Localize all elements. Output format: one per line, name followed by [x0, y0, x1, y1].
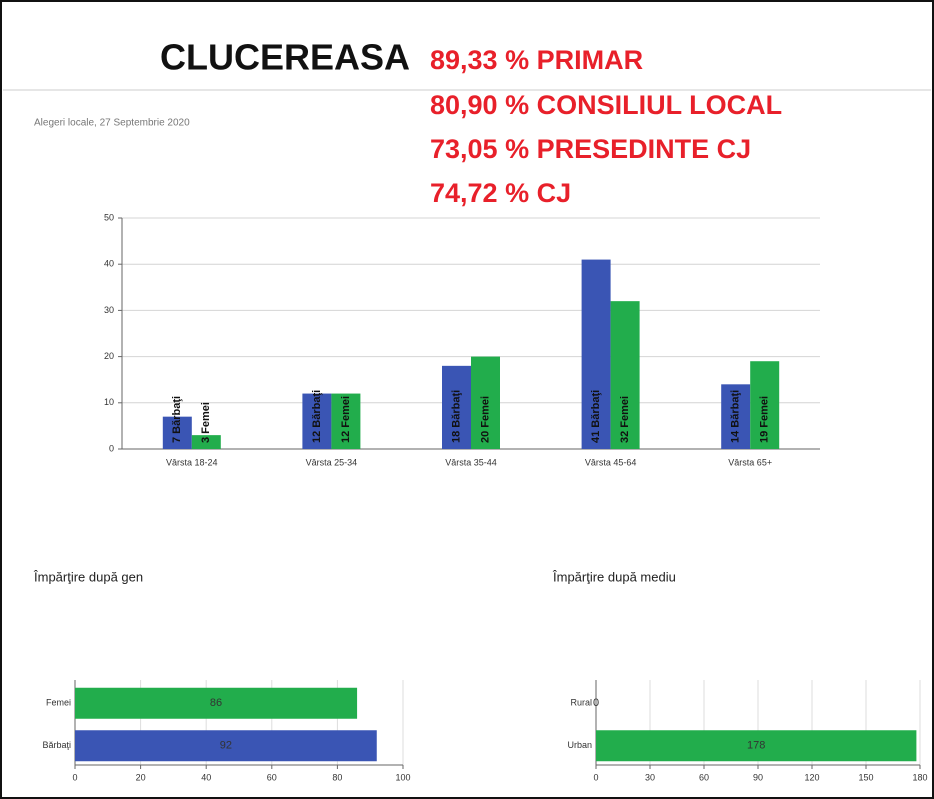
bar-value-label: 86 [210, 697, 222, 709]
subtitle: Alegeri locale, 27 Septembrie 2020 [34, 118, 190, 129]
bar [191, 435, 221, 449]
x-tick-label: 90 [753, 772, 763, 782]
bar [331, 393, 361, 449]
bar-value-label: 12 Femei [340, 396, 352, 443]
bar [471, 356, 500, 449]
y-tick-label: 10 [104, 397, 114, 407]
bar [721, 384, 751, 449]
bar [750, 361, 780, 449]
y-tick-label: Rural [570, 698, 592, 708]
x-tick-label: Vârsta 65+ [728, 457, 772, 467]
stat: 74,72 % CJ [430, 178, 571, 208]
bar-value-label: 0 [593, 697, 599, 709]
x-tick-label: Vârsta 25-34 [306, 457, 358, 467]
x-tick-label: Vârsta 18-24 [166, 457, 218, 467]
y-tick-label: 40 [104, 259, 114, 269]
bar-value-label: 12 Bărbaţi [311, 390, 323, 443]
bar-value-label: 19 Femei [759, 396, 771, 443]
bar [596, 730, 917, 762]
bar-value-label: 41 Bărbaţi [590, 390, 602, 443]
x-tick-label: 0 [72, 772, 77, 782]
y-tick-label: 50 [104, 212, 114, 222]
bar-value-label: 20 Femei [479, 396, 491, 443]
y-tick-label: Bărbaţi [42, 740, 71, 750]
stat: 73,05 % PRESEDINTE CJ [430, 134, 751, 164]
x-tick-label: 150 [858, 772, 873, 782]
x-tick-label: 100 [395, 772, 410, 782]
bar [442, 365, 471, 449]
y-tick-label: Femei [46, 698, 71, 708]
bar-value-label: 18 Bărbaţi [450, 390, 462, 443]
page-title: CLUCEREASA [160, 37, 410, 78]
bar-value-label: 92 [220, 740, 232, 752]
x-tick-label: 180 [912, 772, 927, 782]
x-tick-label: 20 [136, 772, 146, 782]
bar [610, 301, 640, 449]
bar-value-label: 7 Bărbaţi [171, 396, 183, 443]
x-tick-label: 60 [267, 772, 277, 782]
x-tick-label: Vârsta 45-64 [585, 457, 637, 467]
bar-value-label: 178 [747, 740, 765, 752]
bar-value-label: 14 Bărbaţi [730, 390, 742, 443]
x-tick-label: 30 [645, 772, 655, 782]
chart-title: Împărţire după gen [33, 569, 143, 584]
bar [75, 687, 358, 719]
chart-title: Împărţire după mediu [552, 569, 676, 584]
x-tick-label: 60 [699, 772, 709, 782]
bar [162, 416, 192, 449]
y-tick-label: 20 [104, 351, 114, 361]
y-tick-label: 0 [109, 443, 114, 453]
bar [75, 730, 377, 762]
bar-value-label: 3 Femei [200, 402, 212, 443]
stat: 89,33 % PRIMAR [430, 45, 643, 75]
bar-value-label: 32 Femei [619, 396, 631, 443]
x-tick-label: 80 [332, 772, 342, 782]
x-tick-label: 0 [593, 772, 598, 782]
stat: 80,90 % CONSILIUL LOCAL [430, 90, 782, 120]
x-tick-label: 40 [201, 772, 211, 782]
bar [581, 259, 611, 449]
bar [302, 393, 332, 449]
x-tick-label: Vârsta 35-44 [445, 457, 497, 467]
x-tick-label: 120 [804, 772, 819, 782]
y-tick-label: 30 [104, 305, 114, 315]
y-tick-label: Urban [567, 740, 592, 750]
